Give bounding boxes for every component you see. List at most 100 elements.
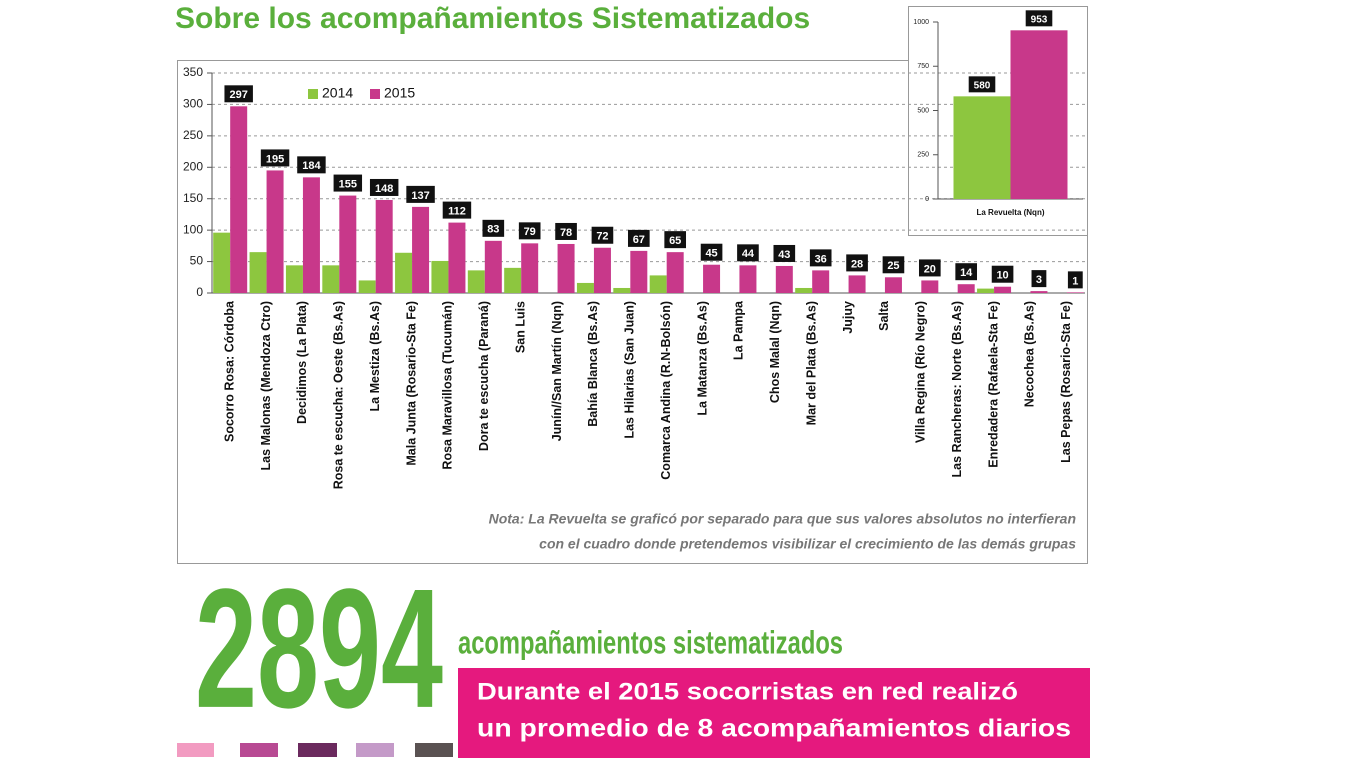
bar: [977, 288, 995, 293]
data-label: 10: [996, 270, 1008, 282]
data-label-box: [406, 185, 435, 203]
x-tick-label: Las Malonas (Mendoza Ctro): [259, 301, 273, 470]
big-number: 2894: [195, 554, 443, 744]
data-label-box: [664, 231, 687, 249]
x-tick-label: Villa Regina (Río Negro): [914, 301, 928, 443]
data-label-box: [882, 256, 905, 274]
y-tick-label: 300: [183, 97, 203, 111]
bar: [467, 270, 485, 293]
x-tick-label: Rosa te escucha: Oeste (Bs.As): [332, 301, 346, 489]
bar: [339, 195, 357, 293]
x-tick-label: Mar del Plata (Bs.As): [804, 301, 818, 425]
legend-label: 2014: [322, 85, 353, 101]
data-label: 45: [705, 248, 717, 260]
x-tick-label: Dora te escucha (Paraná): [477, 301, 491, 451]
data-label-box: [482, 219, 505, 237]
y-tick-label: 200: [183, 159, 203, 173]
bar: [448, 222, 466, 293]
data-label: 36: [815, 253, 827, 265]
data-label: 65: [669, 235, 681, 247]
data-label: 72: [596, 231, 608, 243]
bar: [795, 287, 813, 293]
x-tick-label: La Pampa: [732, 300, 746, 360]
x-tick-label: Enredadera (Rafaela-Sta Fe): [986, 301, 1000, 468]
bar: [884, 277, 902, 293]
note: Nota: La Revuelta se graficó por separad…: [489, 511, 1076, 527]
x-tick-label: Las Rancheras: Norte (Bs.As): [950, 301, 964, 477]
data-label: 155: [339, 178, 357, 190]
bar: [1030, 291, 1048, 293]
data-label: 184: [302, 160, 321, 172]
bar: [322, 265, 340, 293]
x-tick-label: La Matanza (Bs.As): [695, 301, 709, 416]
x-tick-label: Mala Junta (Rosario-Sta Fe): [404, 301, 418, 466]
data-label-box: [333, 174, 363, 192]
bar: [649, 275, 667, 293]
bar: [613, 287, 631, 293]
bar: [484, 240, 502, 293]
data-label: 67: [633, 234, 645, 246]
bar: [703, 264, 721, 293]
bar: [375, 199, 393, 293]
data-label: 580: [974, 80, 991, 91]
data-label: 112: [448, 206, 466, 218]
bar: [994, 286, 1012, 293]
legend-label: 2015: [384, 85, 415, 101]
data-label: 20: [924, 263, 936, 275]
bar: [395, 252, 413, 293]
x-tick-label: Jujuy: [841, 301, 855, 334]
data-label: 43: [778, 249, 790, 261]
swatch: [240, 743, 278, 757]
bar: [812, 270, 830, 293]
x-tick-label: La Revuelta (Nqn): [976, 208, 1044, 217]
data-label-box: [991, 265, 1014, 283]
data-label: 25: [887, 260, 899, 272]
page-title: Sobre los acompañamientos Sistematizados: [175, 2, 810, 35]
bar: [266, 170, 284, 293]
bar: [521, 243, 539, 293]
bar: [666, 252, 684, 293]
bar: [848, 275, 866, 293]
bar: [739, 265, 757, 293]
data-label-box: [773, 244, 796, 262]
y-tick-label: 250: [917, 152, 929, 159]
y-tick-label: 500: [917, 107, 929, 114]
bar: [504, 267, 522, 293]
x-tick-label: Decidimos (La Plata): [295, 301, 309, 424]
highlight-box: [458, 668, 1090, 758]
data-label: 297: [230, 89, 248, 101]
data-label: 1: [1072, 275, 1078, 287]
data-label: 83: [487, 224, 499, 236]
data-label: 44: [742, 248, 755, 260]
data-label: 78: [560, 227, 572, 239]
bar: [431, 260, 449, 293]
y-tick-label: 350: [183, 65, 203, 79]
bar: [1066, 292, 1084, 293]
bar: [249, 252, 267, 293]
data-label-box: [1031, 270, 1047, 288]
data-label-box: [968, 76, 996, 93]
note: con el cuadro donde pretendemos visibili…: [539, 536, 1076, 552]
x-tick-label: Comarca Andina (R.N-Bolsón): [659, 301, 673, 480]
bar: [957, 284, 975, 293]
x-tick-label: Las Hilarias (San Juan): [623, 301, 637, 439]
y-tick-label: 50: [190, 254, 204, 268]
data-label-box: [955, 263, 978, 281]
x-tick-label: San Luis: [513, 301, 527, 353]
y-tick-label: 750: [917, 63, 929, 70]
x-tick-label: La Mestiza (Bs.As): [368, 301, 382, 411]
data-label-box: [1067, 271, 1083, 289]
x-tick-label: Socorro Rosa: Córdoba: [222, 300, 236, 442]
bar: [412, 206, 430, 293]
data-label-box: [442, 201, 472, 219]
bar: [1010, 30, 1068, 199]
x-tick-label: Necochea (Bs.As): [1023, 301, 1037, 407]
data-label-box: [591, 226, 614, 244]
data-label: 195: [266, 153, 284, 165]
legend-swatch: [308, 89, 318, 99]
y-tick-label: 100: [183, 222, 203, 236]
legend-swatch: [370, 89, 380, 99]
data-label: 14: [960, 267, 973, 279]
bar: [358, 280, 376, 293]
